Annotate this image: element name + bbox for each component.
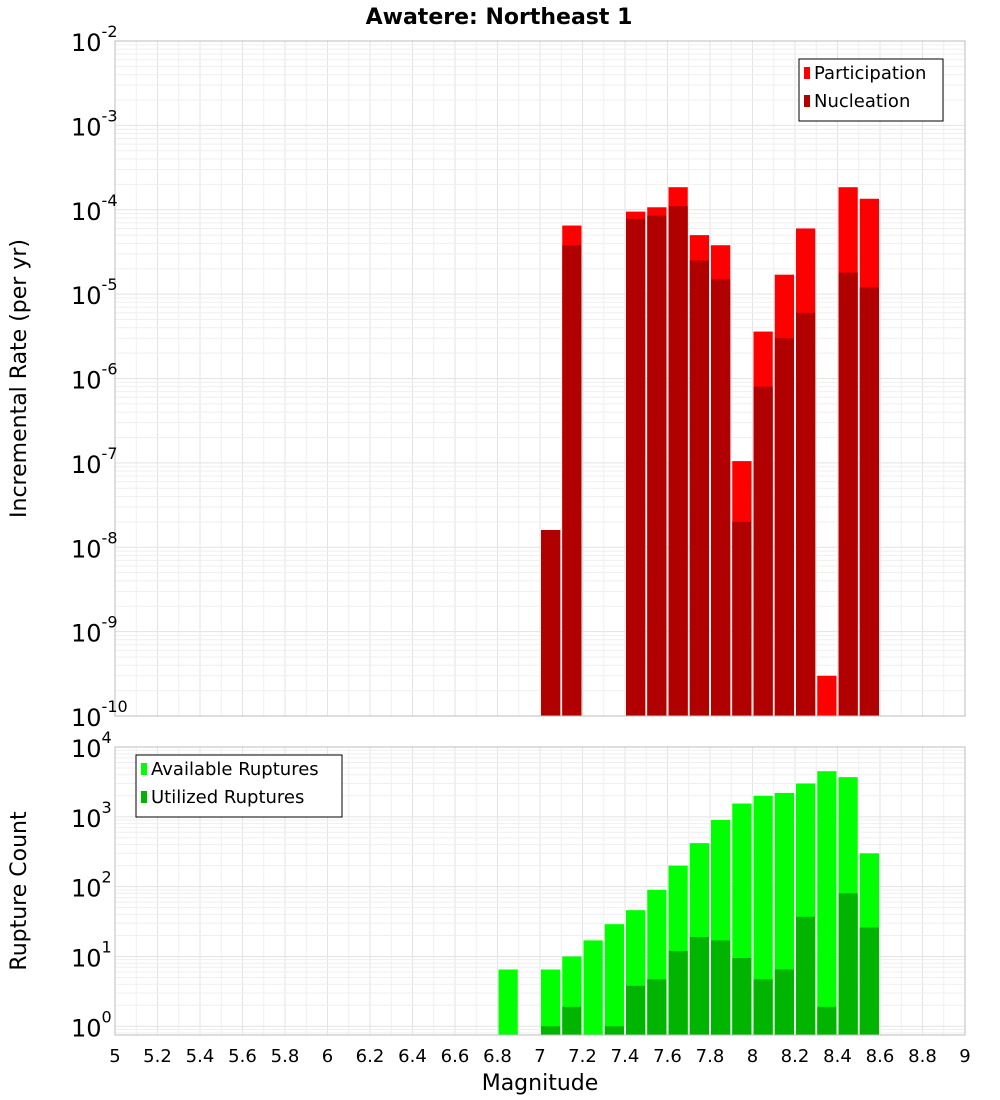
available-ruptures-bar xyxy=(817,771,837,1035)
legend-label: Nucleation xyxy=(814,91,910,112)
y-tick-label: 10-2 xyxy=(71,22,118,57)
y-tick-label: 103 xyxy=(71,798,112,833)
x-tick-label: 5.4 xyxy=(186,1046,215,1067)
utilized-ruptures-bar xyxy=(817,1006,837,1035)
x-tick-label: 8.2 xyxy=(781,1046,810,1067)
nucleation-bar xyxy=(796,312,816,716)
nucleation-bar xyxy=(626,218,646,716)
legend: Participation Nucleation xyxy=(798,58,944,122)
y-tick-label: 101 xyxy=(71,937,112,972)
chart-panel-1: 10-2 10-3 10-4 10-5 10-6 10-7 10-8 10-9 10-10 Inc… xyxy=(7,5,966,732)
utilized-ruptures-bar xyxy=(774,969,794,1035)
x-tick-label: 5.8 xyxy=(271,1046,300,1067)
x-tick-label: 9 xyxy=(959,1046,970,1067)
x-tick-label: 7.8 xyxy=(696,1046,725,1067)
y-tick-label: 10-9 xyxy=(71,613,118,648)
y-tick-label: 10-5 xyxy=(71,275,118,310)
x-tick-label: 6.4 xyxy=(398,1046,427,1067)
legend-label: Utilized Ruptures xyxy=(151,787,304,808)
available-ruptures-bar xyxy=(498,969,518,1035)
utilized-ruptures-bar xyxy=(859,927,879,1035)
utilized-ruptures-bar xyxy=(604,1026,624,1035)
nucleation-bar xyxy=(668,206,688,716)
nucleation-bar xyxy=(689,260,709,716)
utilized-ruptures-bar xyxy=(668,950,688,1035)
x-tick-label: 6.6 xyxy=(441,1046,470,1067)
x-tick-label: 6.8 xyxy=(483,1046,512,1067)
y-axis-title: Incremental Rate (per yr) xyxy=(7,239,32,518)
bars xyxy=(541,187,879,717)
x-axis-title: Magnitude xyxy=(482,1071,599,1096)
y-tick-labels: 10-2 10-3 10-4 10-5 10-6 10-7 10-8 10-9 10-10 xyxy=(71,22,128,732)
chart-title: Awatere: Northeast 1 xyxy=(366,5,633,30)
x-tick-label: 8.4 xyxy=(823,1046,852,1067)
y-tick-label: 10-8 xyxy=(71,528,118,563)
y-tick-label: 102 xyxy=(71,868,112,903)
x-tick-label: 8.8 xyxy=(908,1046,937,1067)
legend-swatch xyxy=(804,67,810,79)
legend-swatch xyxy=(141,791,147,803)
x-tick-label: 7.4 xyxy=(611,1046,640,1067)
utilized-ruptures-bar xyxy=(753,979,773,1035)
x-tick-label: 8.6 xyxy=(866,1046,895,1067)
y-tick-label: 10-10 xyxy=(71,697,128,732)
x-tick-label: 6.2 xyxy=(356,1046,385,1067)
y-tick-label: 100 xyxy=(71,1007,112,1042)
available-ruptures-bar xyxy=(583,940,603,1035)
grid xyxy=(114,41,966,717)
utilized-ruptures-bar xyxy=(562,1006,582,1035)
nucleation-bar xyxy=(838,272,858,716)
nucleation-bar xyxy=(753,386,773,716)
legend-label: Available Ruptures xyxy=(151,759,319,780)
utilized-ruptures-bar xyxy=(541,1026,561,1035)
plot-frame xyxy=(114,40,966,717)
y-tick-label: 104 xyxy=(71,728,112,763)
utilized-ruptures-bar xyxy=(732,958,752,1035)
bars xyxy=(498,771,879,1035)
x-tick-label: 8 xyxy=(747,1046,758,1067)
y-tick-label: 10-7 xyxy=(71,444,118,479)
y-tick-label: 10-6 xyxy=(71,360,118,395)
legend: Available Ruptures Utilized Ruptures xyxy=(135,754,343,818)
legend-box xyxy=(798,58,944,122)
x-tick-label: 5.6 xyxy=(228,1046,257,1067)
utilized-ruptures-bar xyxy=(689,936,709,1035)
utilized-ruptures-bar xyxy=(796,916,816,1035)
plot-frame xyxy=(114,746,966,1036)
x-tick-label: 6 xyxy=(322,1046,333,1067)
x-tick-labels: 5 5.2 5.4 5.6 5.8 6 6.2 6.4 6.6 6.8 7 7.2 7.4 7.6 7.8 8… xyxy=(109,1046,970,1067)
legend-label: Participation xyxy=(814,63,926,84)
x-tick-label: 7 xyxy=(534,1046,545,1067)
utilized-ruptures-bar xyxy=(626,985,646,1035)
nucleation-bar xyxy=(647,215,667,717)
x-tick-label: 7.2 xyxy=(568,1046,597,1067)
nucleation-bar xyxy=(732,521,752,716)
nucleation-bar xyxy=(711,279,731,716)
available-ruptures-bar xyxy=(753,795,773,1035)
participation-bar xyxy=(817,675,837,716)
y-tick-labels: 104 103 102 101 100 xyxy=(71,728,112,1042)
x-tick-label: 5.2 xyxy=(143,1046,172,1067)
nucleation-bar xyxy=(541,530,561,716)
legend-box xyxy=(135,754,343,818)
nucleation-bar xyxy=(774,338,794,716)
legend-swatch xyxy=(804,95,810,107)
nucleation-bar xyxy=(859,287,879,716)
x-tick-label: 5 xyxy=(109,1046,120,1067)
utilized-ruptures-bar xyxy=(711,940,731,1035)
available-ruptures-bar xyxy=(541,969,561,1035)
y-tick-label: 10-4 xyxy=(71,191,118,226)
chart-panel-2: 104 103 102 101 100 Rupture Count 5 5.2 5.4 5.6 5.… xyxy=(7,728,971,1096)
x-tick-label: 7.6 xyxy=(653,1046,682,1067)
available-ruptures-bar xyxy=(604,924,624,1035)
y-tick-label: 10-3 xyxy=(71,106,118,141)
utilized-ruptures-bar xyxy=(647,979,667,1035)
utilized-ruptures-bar xyxy=(838,893,858,1035)
legend-swatch xyxy=(141,763,147,775)
nucleation-bar xyxy=(562,245,582,717)
y-axis-title: Rupture Count xyxy=(7,811,32,971)
